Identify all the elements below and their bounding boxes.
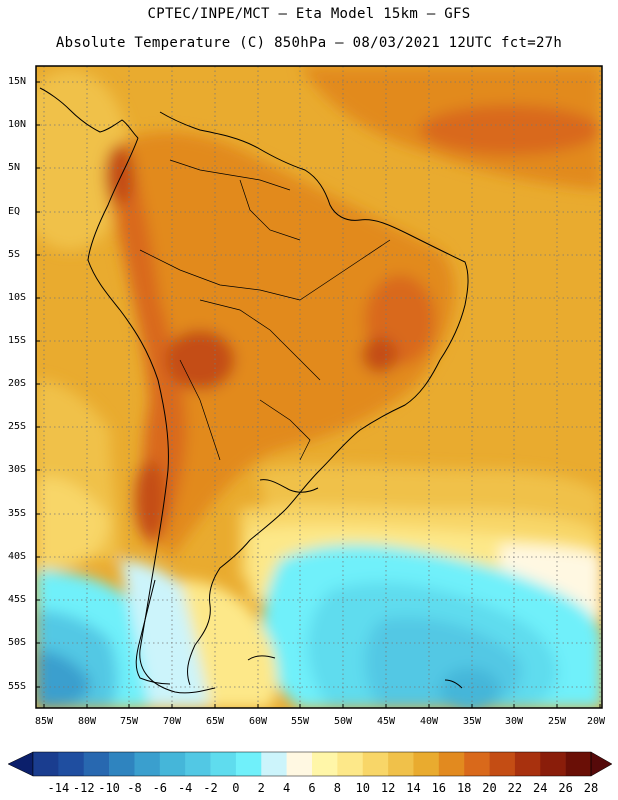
colorbar-tick-label: -6	[152, 781, 168, 795]
colorbar-swatch	[464, 752, 490, 776]
lat-label: EQ	[8, 206, 21, 217]
lon-label: 70W	[162, 716, 182, 727]
colorbar-outline	[32, 751, 592, 777]
colorbar-tick-label: 14	[406, 781, 421, 795]
colorbar-swatch	[489, 752, 516, 776]
colorbar-under-arrow	[7, 751, 34, 777]
colorbar-tick-label: 22	[507, 781, 523, 795]
map-title-line2: Absolute Temperature (C) 850hPa – 08/03/…	[55, 35, 563, 51]
colorbar-tick-label: 24	[533, 781, 548, 795]
temperature-field	[36, 66, 602, 708]
lat-label: 15S	[8, 335, 27, 346]
colorbar-tick-label: 26	[558, 781, 573, 795]
lon-label: 80W	[77, 716, 97, 727]
colorbar-tick-label: -4	[177, 781, 193, 795]
colorbar-tick-label: 8	[333, 781, 341, 795]
lat-label: 40S	[8, 551, 27, 562]
colorbar-tick-label: -14	[47, 781, 70, 795]
lat-label: 25S	[8, 421, 27, 432]
colorbar-tick-label: -10	[98, 781, 120, 795]
colorbar-tick-label: 0	[232, 781, 240, 795]
lon-label: 25W	[547, 716, 567, 727]
colorbar-swatch	[159, 752, 186, 776]
colorbar	[7, 751, 613, 777]
axis-ticks	[36, 81, 601, 708]
lat-label: 10S	[8, 292, 27, 303]
colorbar-swatch	[235, 752, 262, 776]
lon-label: 55W	[290, 716, 310, 727]
lon-label: 35W	[462, 716, 482, 727]
colorbar-swatch	[388, 752, 414, 776]
lon-label: 45W	[376, 716, 396, 727]
colorbar-tick-label: 28	[583, 781, 599, 795]
colorbar-tick-label: 10	[355, 781, 370, 795]
colorbar-swatch	[210, 752, 237, 776]
colorbar-tick-label: 18	[456, 781, 472, 795]
colorbar-swatch	[261, 752, 287, 776]
colorbar-tick-label: -2	[203, 781, 218, 795]
map-frame	[35, 65, 603, 709]
lon-label: 40W	[419, 716, 439, 727]
colorbar-swatch	[33, 752, 59, 776]
lat-label: 30S	[8, 464, 27, 475]
lat-label: 10N	[8, 119, 27, 130]
colorbar-swatch	[438, 752, 465, 776]
lat-label: 55S	[8, 681, 27, 692]
colorbar-swatch	[413, 752, 440, 776]
lon-label: 85W	[34, 716, 54, 727]
colorbar-over-arrow	[590, 751, 613, 777]
colorbar-swatch	[312, 752, 338, 776]
lat-label: 5N	[8, 162, 21, 173]
colorbar-tick-label: 4	[283, 781, 291, 795]
colorbar-swatch	[514, 752, 541, 776]
lon-label: 50W	[333, 716, 353, 727]
lon-label: 75W	[119, 716, 139, 727]
colorbar-tick-label: -12	[72, 781, 95, 795]
lon-label: 60W	[248, 716, 268, 727]
colorbar-swatch	[58, 752, 85, 776]
map-title-line1: CPTEC/INPE/MCT – Eta Model 15km – GFS	[147, 6, 471, 22]
colorbar-tick-label: -8	[127, 781, 142, 795]
colorbar-tick-label: 16	[431, 781, 447, 795]
lon-label: 65W	[205, 716, 225, 727]
lat-label: 45S	[8, 594, 27, 605]
colorbar-swatch	[134, 752, 161, 776]
colorbar-swatch	[565, 752, 592, 776]
lat-label: 15N	[8, 76, 27, 87]
lat-label: 5S	[8, 249, 21, 260]
colorbar-swatch	[540, 752, 566, 776]
lon-label: 20W	[586, 716, 606, 727]
lon-label: 30W	[504, 716, 524, 727]
colorbar-tick-label: 2	[257, 781, 265, 795]
colorbar-tick-label: 12	[380, 781, 396, 795]
colorbar-swatch	[337, 752, 364, 776]
colorbar-swatch	[83, 752, 110, 776]
colorbar-swatch	[109, 752, 135, 776]
lat-label: 50S	[8, 637, 27, 648]
colorbar-tick-label: 6	[308, 781, 316, 795]
coastlines	[39, 87, 469, 694]
colorbar-tick-label: 20	[482, 781, 497, 795]
colorbar-swatch	[286, 752, 313, 776]
lat-label: 35S	[8, 508, 27, 519]
colorbar-swatch	[362, 752, 389, 776]
lat-label: 20S	[8, 378, 27, 389]
colorbar-swatch	[185, 752, 211, 776]
